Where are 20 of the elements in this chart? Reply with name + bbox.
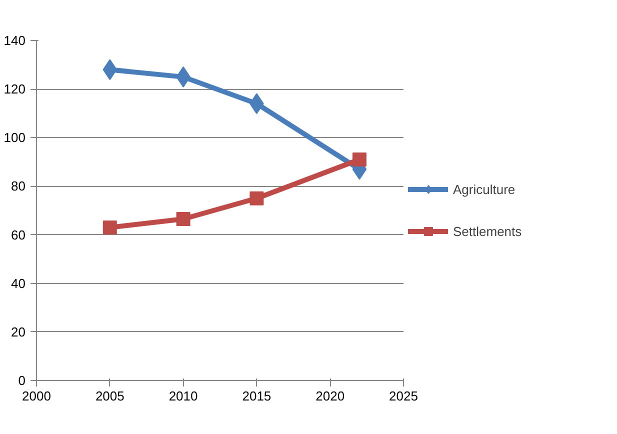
point — [102, 220, 117, 234]
x-tick-label: 2015 — [242, 388, 272, 404]
x-tick-label: 2020 — [316, 388, 345, 404]
y-tick-label: 60 — [11, 227, 26, 242]
point — [352, 152, 366, 166]
y-tick-label: 140 — [4, 33, 26, 48]
y-tick-label: 20 — [11, 324, 26, 340]
y-tick-label: 0 — [18, 373, 26, 388]
y-tick-label: 100 — [4, 130, 26, 146]
y-tick-label: 80 — [11, 178, 26, 194]
point — [250, 191, 264, 206]
x-tick-label: 2000 — [22, 388, 51, 404]
point — [176, 212, 190, 226]
x-tick-label: 2025 — [389, 388, 418, 404]
x-tick-label: 2005 — [95, 388, 124, 404]
y-tick-label: 40 — [11, 276, 26, 291]
legend-label: Settlements — [453, 224, 522, 238]
legend-label: Agriculture — [453, 182, 516, 196]
x-tick-label: 2010 — [168, 388, 198, 404]
y-tick-label: 120 — [4, 82, 26, 97]
